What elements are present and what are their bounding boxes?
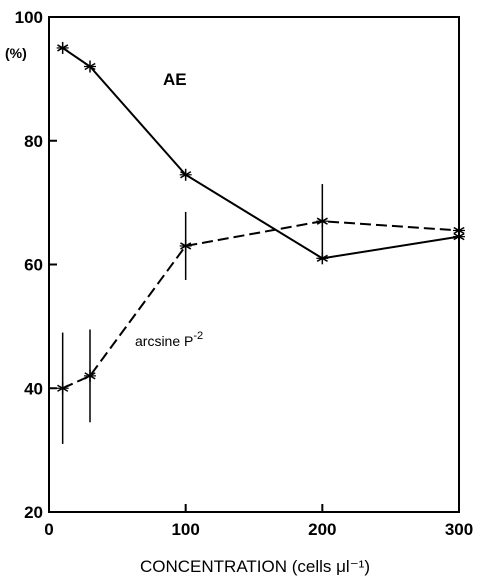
data-points [56,41,465,395]
error-bars [61,184,460,444]
y-tick-label-60: 60 [24,256,43,275]
point-arcsine-0 [56,382,69,395]
point-arcsine-4 [453,224,465,237]
x-axis: 0 100 200 300 [44,504,473,539]
point-ae-2 [179,168,192,181]
x-tick-label-300: 300 [445,520,473,539]
y-axis-unit-label: (%) [5,45,27,61]
y-tick-label-20: 20 [24,503,43,522]
x-tick-label-100: 100 [171,520,199,539]
plot-frame [48,16,460,513]
annotation-arcsine: arcsine P-2 [135,330,203,349]
x-tick-label-200: 200 [308,520,336,539]
x-axis-title: CONCENTRATION (cells μl⁻¹) [140,557,370,576]
annotation-arcsine-text: arcsine P [135,333,193,349]
point-arcsine-3 [316,215,329,228]
x-tick-label-0: 0 [44,520,53,539]
y-tick-label-80: 80 [24,132,43,151]
y-tick-label-40: 40 [24,379,43,398]
point-ae-0 [56,41,69,54]
point-ae-4 [453,230,465,243]
series-line-arcsine [62,220,460,390]
annotation-arcsine-superscript: -2 [193,330,203,342]
point-arcsine-2 [179,239,192,252]
y-tick-label-100: 100 [15,8,43,27]
point-ae-1 [84,60,96,73]
y-axis: 20 40 60 80 100 [15,8,57,522]
series-lines [62,47,460,390]
plot-frame-group [48,16,460,513]
point-arcsine-1 [84,369,96,382]
annotation-ae: AE [163,70,187,89]
point-ae-3 [316,252,329,265]
